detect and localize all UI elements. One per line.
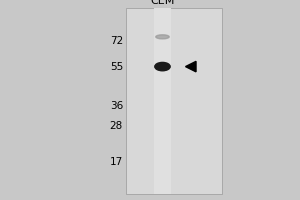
- Text: 17: 17: [110, 157, 123, 167]
- Bar: [154, 8, 171, 194]
- Ellipse shape: [156, 35, 169, 39]
- Polygon shape: [185, 61, 196, 72]
- Ellipse shape: [155, 62, 170, 71]
- Text: 55: 55: [110, 62, 123, 72]
- Text: 72: 72: [110, 36, 123, 46]
- Bar: [126, 8, 222, 194]
- Text: 28: 28: [110, 121, 123, 131]
- Text: 36: 36: [110, 101, 123, 111]
- Text: CEM: CEM: [150, 0, 175, 6]
